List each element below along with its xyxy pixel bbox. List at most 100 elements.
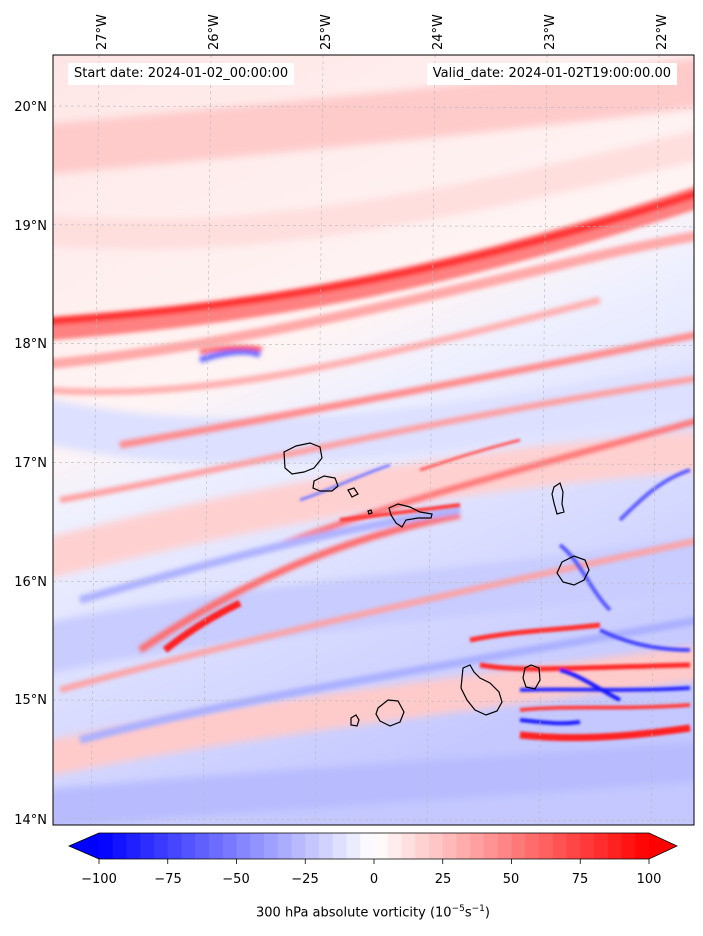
cbar-tick-label-m25: −25 [291, 872, 318, 887]
parallel-gridline [53, 699, 694, 703]
colorbar-color-block [360, 833, 375, 859]
island-brava [350, 714, 360, 727]
lon-label-25w: 25°W [319, 14, 334, 50]
colorbar-color-block [291, 833, 306, 859]
parallel-gridline [53, 818, 694, 822]
lon-label-24w: 24°W [431, 14, 446, 50]
valid-date-label: Valid_date: 2024-01-02T19:00:00.00 [426, 63, 677, 85]
cbar-tick-label-25: 25 [435, 872, 452, 887]
colorbar-tick-labels: −100 −75 −50 −25 0 25 50 75 100 [81, 872, 661, 887]
parallel-gridline [53, 462, 694, 465]
cbar-tick-label-75: 75 [572, 872, 589, 887]
vorticity-field [53, 55, 694, 825]
meridian-gridline [90, 55, 100, 825]
coastlines [283, 442, 590, 727]
cbar-tick-label-m50: −50 [222, 872, 249, 887]
colorbar-color-block [552, 833, 568, 859]
colorbar-color-block [374, 833, 389, 859]
colorbar-label-unit-exponent: −1 [471, 904, 485, 914]
island-sao-vicente [312, 475, 339, 492]
island-santiago [460, 664, 503, 716]
colorbar-label-prefix: 300 hPa absolute vorticity (10 [256, 905, 452, 921]
parallel-gridline [53, 224, 694, 228]
colorbar-color-block [154, 833, 169, 859]
colorbar-color-block [319, 833, 334, 859]
colorbar-color-block [470, 833, 485, 859]
start-date-label: Start date: 2024-01-02_00:00:00 [68, 63, 295, 85]
lat-label-15n: 15°N [14, 693, 47, 708]
lat-label-20n: 20°N [14, 100, 47, 115]
colorbar-color-block [594, 833, 609, 859]
colorbar-color-block [195, 833, 210, 859]
cbar-tick-label-m100: −100 [81, 872, 117, 887]
colorbar-color-block [621, 833, 636, 859]
island-santo-antao [283, 442, 323, 475]
island-sal [551, 482, 565, 515]
colorbar-low-extension [69, 833, 99, 859]
map-panel-frame [52, 54, 695, 826]
colorbar-color-block [140, 833, 155, 859]
colorbar-color-block [236, 833, 251, 859]
colorbar-color-block [456, 833, 471, 859]
colorbar-color-block [539, 833, 554, 859]
colorbar-color-block [305, 833, 320, 859]
lat-label-14n: 14°N [14, 813, 47, 828]
colorbar-color-block [99, 833, 114, 859]
colorbar-high-extension [649, 833, 677, 859]
colorbar-color-block [525, 833, 540, 859]
lon-label-26w: 26°W [207, 14, 222, 50]
colorbar: −100 −75 −50 −25 0 25 50 75 100 [67, 832, 678, 887]
colorbar-color-block [607, 833, 623, 859]
colorbar-color-block [250, 833, 265, 859]
longitude-labels: 27°W 26°W 25°W 24°W 23°W 22°W [95, 14, 670, 50]
parallel-gridline [53, 580, 694, 584]
colorbar-color-block [167, 833, 183, 859]
lon-label-22w: 22°W [655, 14, 670, 50]
colorbar-color-block [415, 833, 430, 859]
island-santa-luzia [347, 487, 359, 498]
colorbar-color-block [580, 833, 595, 859]
colorbar-color-block [181, 833, 196, 859]
island-sao-nicolau [388, 503, 433, 528]
island-fogo [375, 699, 405, 727]
islet-raso [367, 509, 373, 515]
cbar-tick-label-0: 0 [370, 872, 378, 887]
cbar-tick-label-100: 100 [637, 872, 662, 887]
colorbar-color-blocks [99, 833, 650, 859]
cbar-tick-label-m75: −75 [154, 872, 181, 887]
cbar-tick-label-50: 50 [503, 872, 520, 887]
colorbar-color-block [442, 833, 458, 859]
colorbar-color-block [387, 833, 403, 859]
latitude-labels: 20°N 19°N 18°N 17°N 16°N 15°N 14°N [14, 100, 47, 828]
colorbar-color-block [497, 833, 513, 859]
colorbar-color-block [511, 833, 526, 859]
colorbar-color-block [126, 833, 141, 859]
meridian-gridline [426, 55, 436, 825]
island-maio [522, 664, 541, 690]
meridian-gridline [202, 55, 212, 825]
colorbar-color-block [222, 833, 238, 859]
lat-label-19n: 19°N [14, 219, 47, 234]
parallel-gridline [53, 343, 694, 346]
meridian-gridline [314, 55, 324, 825]
island-boa-vista [556, 555, 590, 586]
colorbar-color-block [112, 833, 128, 859]
colorbar-color-block [484, 833, 499, 859]
colorbar-color-block [401, 833, 416, 859]
meridian-gridline [538, 55, 548, 825]
colorbar-label-unit: s [464, 905, 472, 921]
colorbar-label: 300 hPa absolute vorticity (10−5s−1) [0, 904, 703, 920]
colorbar-color-block [209, 833, 224, 859]
lat-label-16n: 16°N [14, 575, 47, 590]
gridlines [53, 55, 694, 825]
lon-label-27w: 27°W [95, 14, 110, 50]
colorbar-label-exponent: −5 [451, 904, 465, 914]
colorbar-color-block [332, 833, 348, 859]
lon-label-23w: 23°W [543, 14, 558, 50]
colorbar-color-block [264, 833, 279, 859]
colorbar-color-block [429, 833, 444, 859]
colorbar-color-block [277, 833, 293, 859]
meridian-gridline [650, 55, 660, 825]
colorbar-color-block [346, 833, 361, 859]
